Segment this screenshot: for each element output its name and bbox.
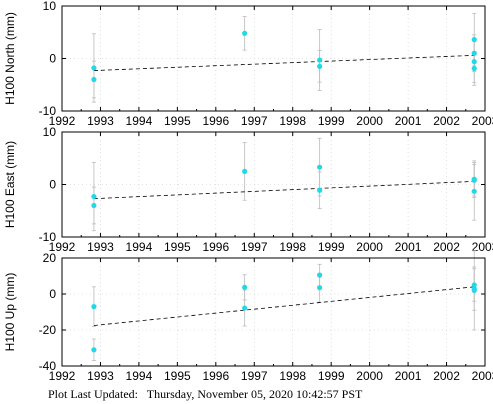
x-tick-label: 2000 xyxy=(356,240,383,254)
y-tick-label: -20 xyxy=(39,323,57,337)
x-tick-label: 2002 xyxy=(433,114,460,128)
x-tick-label: 1996 xyxy=(202,369,229,383)
x-tick-label: 1995 xyxy=(164,240,191,254)
x-tick-label: 1997 xyxy=(241,114,268,128)
panel-east: 1992 1993 1994 1995 1996 1997 1998 1999 2000 2001… xyxy=(3,125,493,254)
data-point xyxy=(242,168,248,174)
panel-up: 1992 1993 1994 1995 1996 1997 1998 1999 2000 2001… xyxy=(3,250,493,383)
data-point xyxy=(471,59,477,65)
x-tick-label: 1996 xyxy=(202,114,229,128)
y-tick-label: 0 xyxy=(49,52,56,66)
y-tick-label: 0 xyxy=(49,178,56,192)
y-tick-label: -40 xyxy=(39,359,57,373)
x-tick-label: 1999 xyxy=(318,369,345,383)
plot-footer: Plot Last Updated: Thursday, November 05… xyxy=(48,387,362,402)
y-axis-label: H100 East (mm) xyxy=(3,141,17,228)
x-tick-label: 2001 xyxy=(395,114,422,128)
data-point xyxy=(91,304,97,310)
y-tick-label: 10 xyxy=(43,0,57,13)
data-point xyxy=(242,284,248,290)
x-tick-label: 2003 xyxy=(472,240,493,254)
x-tick-label: 2002 xyxy=(433,369,460,383)
data-point xyxy=(317,63,323,69)
x-tick-label: 1997 xyxy=(241,369,268,383)
x-tick-label: 1997 xyxy=(241,240,268,254)
x-tick-label: 2000 xyxy=(356,114,383,128)
x-tick-label: 2001 xyxy=(395,240,422,254)
data-point xyxy=(471,188,477,194)
x-tick-label: 1993 xyxy=(87,114,114,128)
x-tick-label: 2001 xyxy=(395,369,422,383)
y-tick-label: 20 xyxy=(43,251,57,265)
data-point xyxy=(471,177,477,183)
y-tick-label: 0 xyxy=(49,287,56,301)
data-point xyxy=(91,193,97,200)
data-point xyxy=(471,50,477,56)
data-point xyxy=(317,57,323,63)
x-tick-label: 1995 xyxy=(164,114,191,128)
data-point xyxy=(91,76,97,83)
data-point xyxy=(317,187,323,193)
x-tick-label: 1998 xyxy=(279,369,306,383)
plot-frame xyxy=(61,5,486,112)
panel-north: 1992 1993 1994 1995 1996 1997 1998 1999 2000 2001… xyxy=(3,0,493,128)
trend-line xyxy=(93,180,475,200)
x-tick-label: 1994 xyxy=(126,369,153,383)
x-tick-label: 1996 xyxy=(202,240,229,254)
x-tick-label: 1992 xyxy=(49,114,76,128)
x-tick-label: 1999 xyxy=(318,240,345,254)
y-tick-label: 10 xyxy=(43,125,57,139)
data-point xyxy=(317,164,323,170)
data-point xyxy=(242,30,248,36)
x-tick-label: 1995 xyxy=(164,369,191,383)
data-point xyxy=(91,347,97,353)
plot-frame xyxy=(61,131,486,238)
data-point xyxy=(471,282,477,288)
x-tick-label: 2000 xyxy=(356,369,383,383)
x-tick-label: 1993 xyxy=(87,369,114,383)
data-point xyxy=(317,272,323,278)
footer-label: Plot Last Updated: xyxy=(48,387,138,401)
plot-frame xyxy=(61,257,486,367)
data-point xyxy=(471,287,477,293)
y-tick-label: -10 xyxy=(39,230,57,244)
data-point xyxy=(471,37,477,43)
y-axis-label: H100 Up (mm) xyxy=(3,273,17,352)
x-tick-label: 1994 xyxy=(126,114,153,128)
y-tick-label: -10 xyxy=(39,104,57,118)
x-tick-label: 1998 xyxy=(279,114,306,128)
x-tick-label: 2002 xyxy=(433,240,460,254)
y-axis-label: H100 North (mm) xyxy=(3,12,17,105)
x-tick-label: 1999 xyxy=(318,114,345,128)
x-tick-label: 1992 xyxy=(49,240,76,254)
x-tick-label: 2003 xyxy=(472,114,493,128)
data-point xyxy=(471,65,477,72)
x-tick-label: 2003 xyxy=(472,369,493,383)
footer-timestamp: Thursday, November 05, 2020 10:42:57 PST xyxy=(146,387,363,401)
trend-line xyxy=(93,286,475,326)
x-tick-label: 1992 xyxy=(49,369,76,383)
data-point xyxy=(242,305,248,311)
x-tick-label: 1993 xyxy=(87,240,114,254)
trend-line xyxy=(93,54,475,71)
x-tick-label: 1998 xyxy=(279,240,306,254)
data-point xyxy=(91,202,97,209)
data-point xyxy=(317,285,323,291)
data-point xyxy=(91,65,97,71)
x-tick-label: 1994 xyxy=(126,240,153,254)
